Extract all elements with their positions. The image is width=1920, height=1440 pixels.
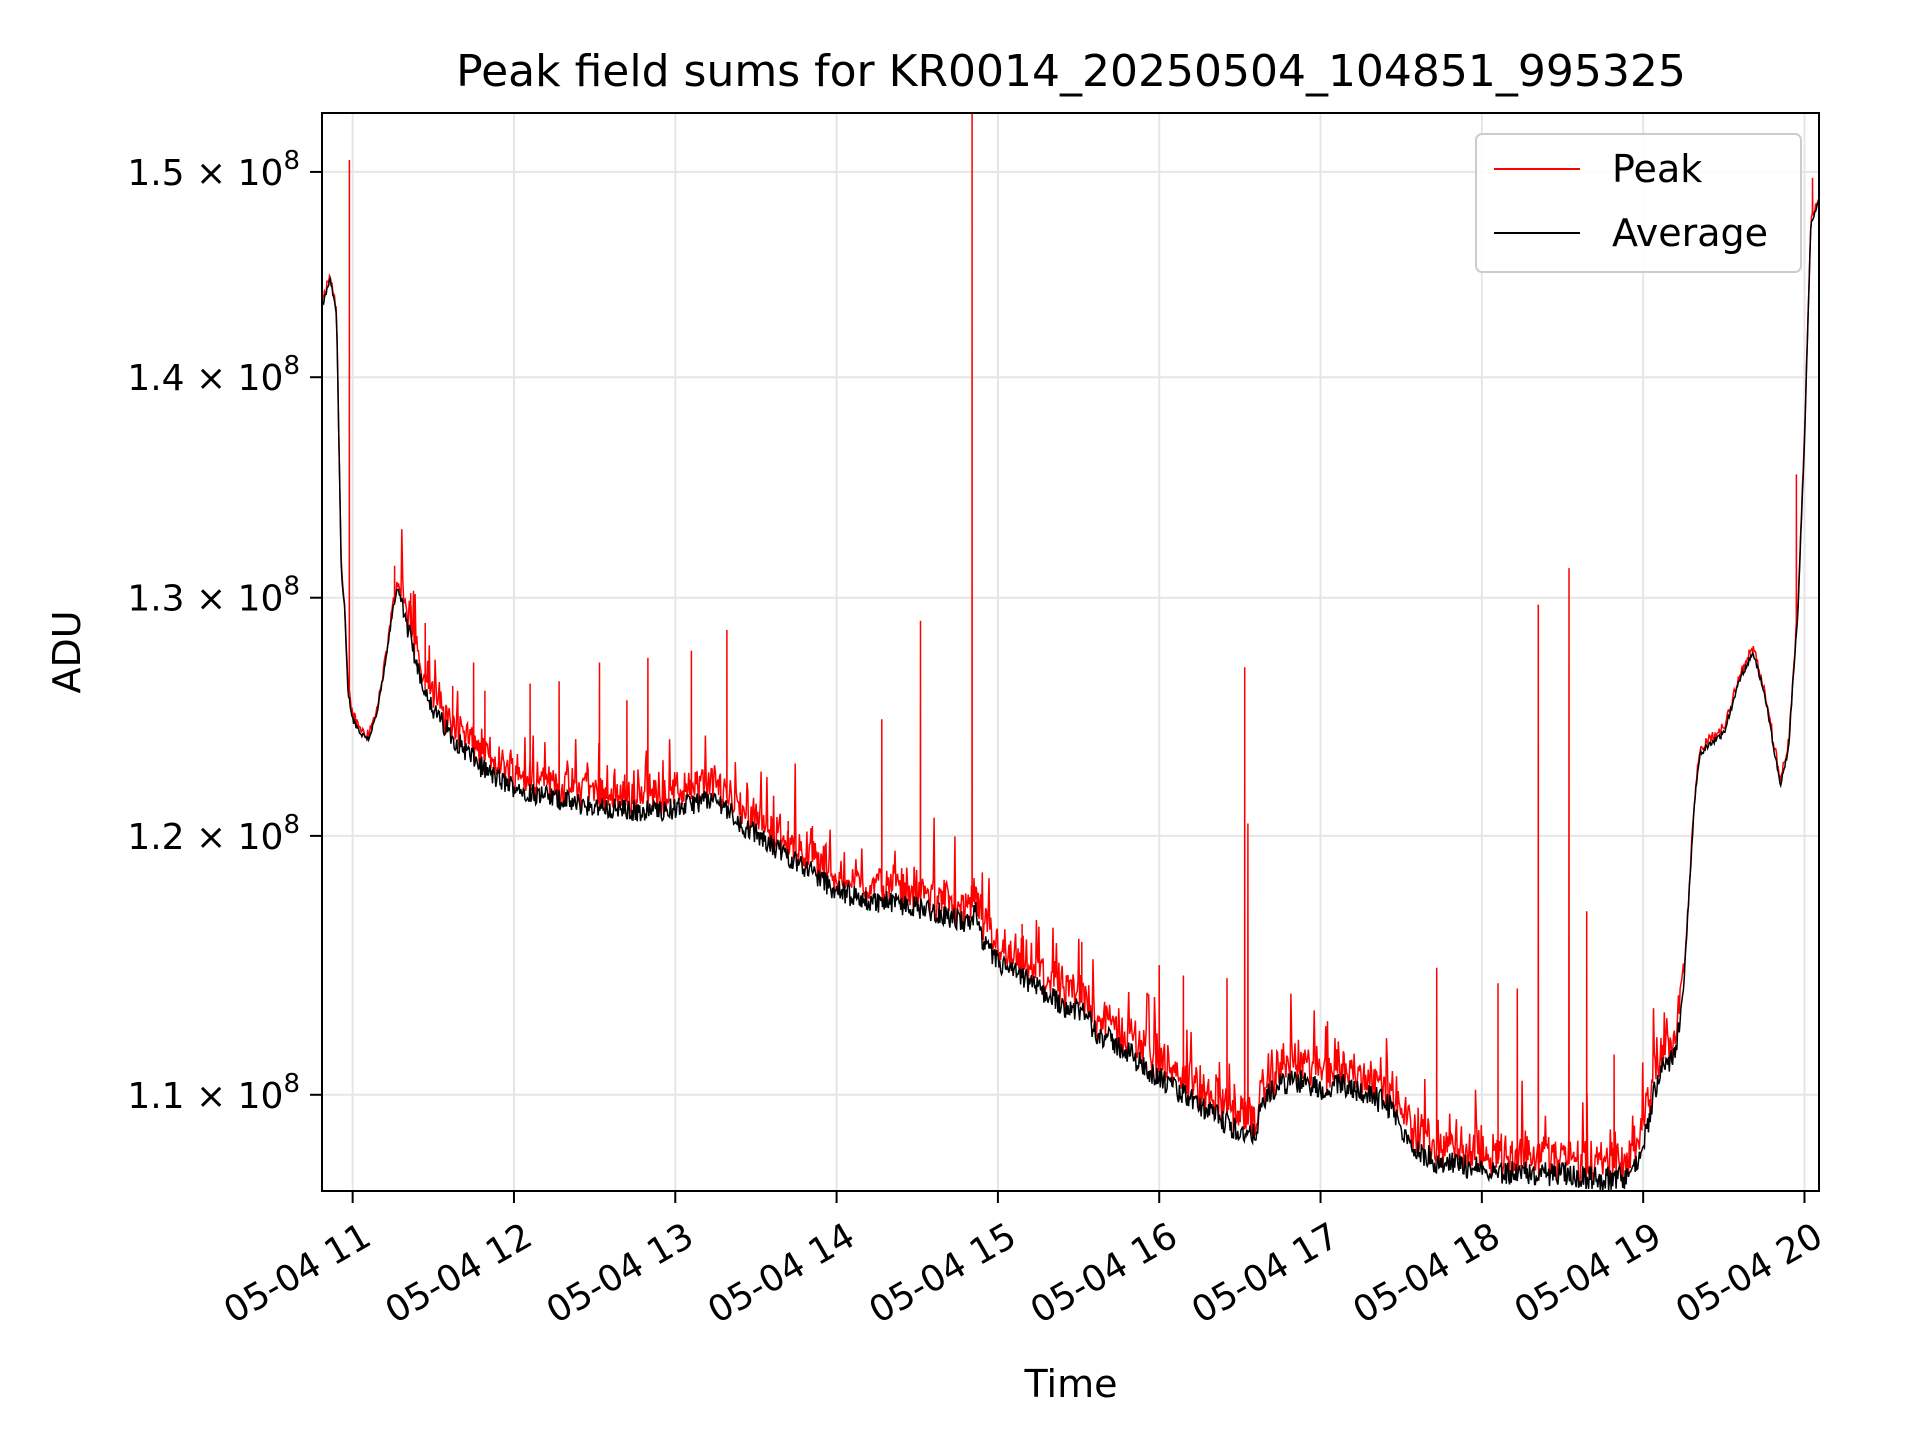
- y-tick-label: 1.3 × 108: [127, 572, 300, 620]
- plot-frame: [321, 112, 1820, 1192]
- chart-title: Peak field sums for KR0014_20250504_1048…: [456, 46, 1686, 97]
- y-tick-label: 1.5 × 108: [127, 146, 300, 194]
- legend: Peak Average: [1475, 133, 1802, 273]
- x-tick-label: 05-04 15: [863, 1215, 1024, 1331]
- series-layer: [322, 113, 1819, 1191]
- gridlines: [322, 113, 1819, 1191]
- x-tick-label: 05-04 19: [1508, 1215, 1669, 1331]
- series-line-peak: [322, 113, 1819, 1189]
- x-tick-label: 05-04 13: [540, 1215, 701, 1331]
- y-axis-label: ADU: [45, 610, 89, 693]
- x-tick-label: 05-04 20: [1669, 1215, 1830, 1331]
- x-tick-label: 05-04 14: [701, 1215, 862, 1331]
- x-tick-label: 05-04 12: [379, 1215, 540, 1331]
- legend-label-peak: Peak: [1612, 147, 1702, 191]
- x-tick-label: 05-04 16: [1024, 1215, 1185, 1331]
- x-axis-label: Time: [1024, 1362, 1118, 1406]
- y-tick-label: 1.2 × 108: [127, 810, 300, 858]
- x-tick-label: 05-04 17: [1185, 1215, 1346, 1331]
- x-axis: 05-04 11 05-04 12 05-04 13 05-04 14 05-04 15…: [217, 1191, 1830, 1332]
- x-tick-label: 05-04 18: [1346, 1215, 1507, 1331]
- x-tick-label: 05-04 11: [217, 1215, 378, 1331]
- legend-label-average: Average: [1612, 211, 1768, 255]
- y-tick-label: 1.4 × 108: [127, 351, 300, 399]
- series-line-average: [322, 200, 1819, 1191]
- y-axis: 1.1 × 108 1.2 × 108 1.3 × 108 1.4 × 108 1.5 …: [127, 146, 322, 1117]
- y-tick-label: 1.1 × 108: [127, 1069, 300, 1117]
